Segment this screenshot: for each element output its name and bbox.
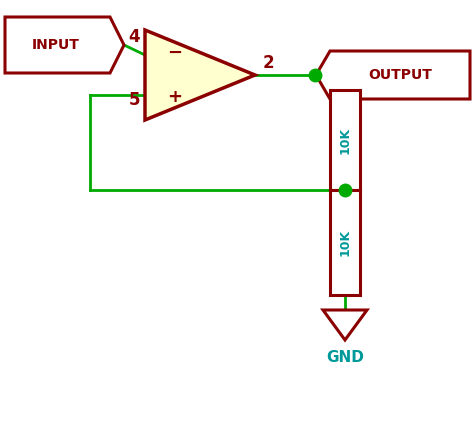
- Text: 10K: 10K: [338, 126, 352, 154]
- Bar: [330, 90, 360, 190]
- Text: GND: GND: [326, 350, 364, 365]
- Text: 2: 2: [263, 54, 274, 72]
- Polygon shape: [316, 51, 470, 99]
- Text: 4: 4: [128, 28, 140, 46]
- Text: +: +: [167, 88, 182, 106]
- Bar: [330, 190, 360, 295]
- Text: OUTPUT: OUTPUT: [368, 68, 432, 82]
- Text: 5: 5: [128, 91, 140, 109]
- Polygon shape: [323, 310, 367, 340]
- Text: 10K: 10K: [338, 229, 352, 256]
- Text: −: −: [167, 44, 182, 62]
- Text: INPUT: INPUT: [32, 38, 80, 52]
- Polygon shape: [145, 30, 255, 120]
- Polygon shape: [5, 17, 124, 73]
